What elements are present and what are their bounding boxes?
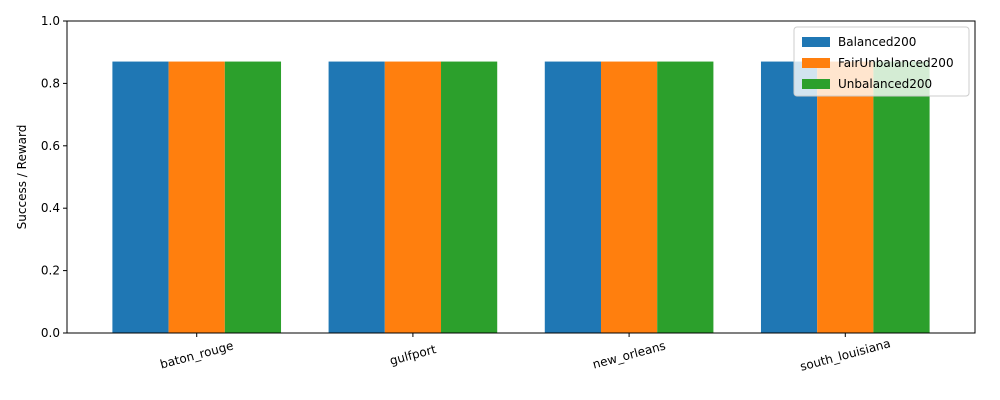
legend-swatch-Unbalanced200: [802, 79, 830, 89]
y-tick-label: 0.8: [41, 76, 60, 90]
y-tick-label: 0.2: [41, 264, 60, 278]
bar-Unbalanced200-baton_rouge: [224, 61, 282, 334]
legend-label-Unbalanced200: Unbalanced200: [838, 77, 932, 91]
bar-Balanced200-south_louisiana: [760, 61, 818, 334]
bar-Balanced200-new_orleans: [544, 61, 601, 334]
x-tick-label: new_orleans: [591, 339, 667, 372]
bar-Unbalanced200-gulfport: [441, 61, 498, 334]
legend-swatch-Balanced200: [802, 37, 830, 47]
y-tick-label: 0.0: [41, 326, 60, 340]
bar-Unbalanced200-south_louisiana: [873, 61, 930, 334]
bar-Balanced200-gulfport: [328, 61, 385, 334]
bars-layer: [112, 61, 930, 334]
bar-FairUnbalanced200-baton_rouge: [168, 61, 225, 334]
bar-Unbalanced200-new_orleans: [657, 61, 714, 334]
legend-label-FairUnbalanced200: FairUnbalanced200: [838, 56, 954, 70]
x-tick-label: baton_rouge: [159, 339, 235, 372]
plot-frame: [66, 20, 976, 334]
legend: Balanced200 FairUnbalanced200 Unbalanced20…: [793, 26, 970, 97]
bar-FairUnbalanced200-gulfport: [384, 61, 442, 334]
bar-FairUnbalanced200-new_orleans: [600, 61, 658, 334]
x-tick-label: south_louisiana: [799, 336, 892, 374]
y-tick-label: 1.0: [41, 14, 60, 28]
bar-FairUnbalanced200-south_louisiana: [817, 61, 874, 334]
y-tick-label: 0.6: [41, 139, 60, 153]
x-tick-label: gulfport: [388, 342, 438, 368]
bar-Balanced200-baton_rouge: [112, 61, 169, 334]
y-axis-label: Success / Reward: [15, 125, 29, 230]
legend-box: [793, 26, 970, 97]
y-tick-label: 0.4: [41, 201, 60, 215]
legend-swatch-FairUnbalanced200: [802, 58, 830, 68]
legend-label-Balanced200: Balanced200: [838, 35, 916, 49]
